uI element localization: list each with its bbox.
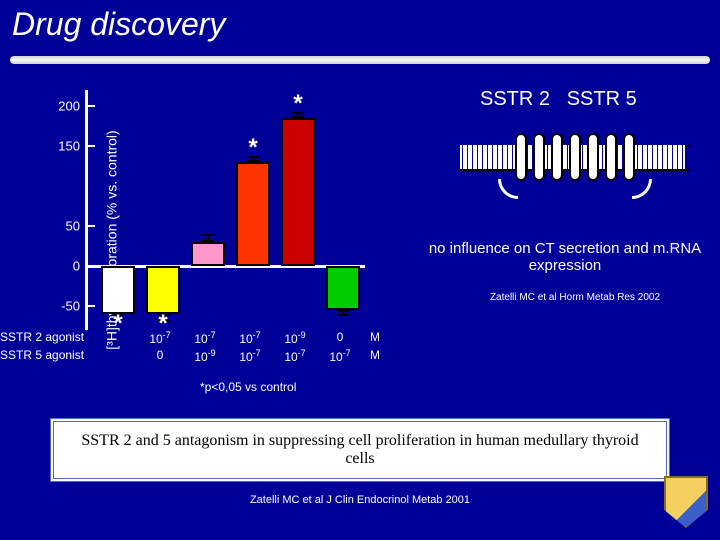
x-row-label: SSTR 2 agonist: [0, 330, 84, 344]
x-cell: 0: [157, 348, 164, 362]
title-rule: [10, 56, 710, 64]
x-cell: 10-9: [284, 330, 305, 346]
helix: [605, 133, 617, 181]
tail-left: [498, 179, 518, 199]
crest-icon: [664, 476, 708, 528]
ytick-label: 0: [73, 259, 88, 274]
p-value-note: *p<0,05 vs control: [200, 380, 296, 394]
x-cell: 0: [337, 330, 344, 344]
x-cell: 10-9: [194, 348, 215, 364]
citation-1: Zatelli MC et al Horm Metab Res 2002: [440, 292, 710, 303]
bar-5: [326, 266, 360, 310]
x-cell: 10-7: [194, 330, 215, 346]
x-cell: 10-7: [239, 330, 260, 346]
receptor-labels: SSTR 2 SSTR 5: [480, 88, 637, 111]
significance-star: *: [113, 310, 122, 338]
bar-0: [101, 266, 135, 314]
x-cell: 10-7: [149, 330, 170, 346]
x-cell: 10-7: [284, 348, 305, 364]
ytick-label: 150: [58, 139, 88, 154]
x-unit: M: [370, 348, 380, 362]
helix: [587, 133, 599, 181]
page-title: Drug discovery: [12, 6, 225, 43]
ytick-label: 200: [58, 99, 88, 114]
bar-3: [236, 162, 270, 266]
helix: [515, 133, 527, 181]
ytick-label: -50: [61, 299, 88, 314]
bar-2: [191, 242, 225, 266]
x-cell: 10-7: [239, 348, 260, 364]
receptor-diagram: [460, 115, 690, 205]
helix: [569, 133, 581, 181]
x-unit: M: [370, 330, 380, 344]
label-sstr2: SSTR 2: [480, 88, 550, 110]
citation-2: Zatelli MC et al J Clin Endocrinol Metab…: [0, 494, 720, 506]
statement-text: no influence on CT secretion and m.RNA e…: [420, 240, 710, 274]
x-cell: 10-7: [329, 348, 350, 364]
significance-star: *: [248, 134, 257, 162]
bar-4: [281, 118, 315, 266]
helix: [623, 133, 635, 181]
significance-star: *: [293, 90, 302, 118]
helix: [551, 133, 563, 181]
tail-right: [632, 179, 652, 199]
x-row-label: SSTR 5 agonist: [0, 348, 84, 362]
helix: [533, 133, 545, 181]
conclusion-box: SSTR 2 and 5 antagonism in suppressing c…: [50, 418, 670, 482]
label-sstr5: SSTR 5: [567, 88, 637, 110]
plot-area: -50050150200****: [85, 90, 365, 330]
bar-1: [146, 266, 180, 314]
ytick-label: 50: [66, 219, 88, 234]
